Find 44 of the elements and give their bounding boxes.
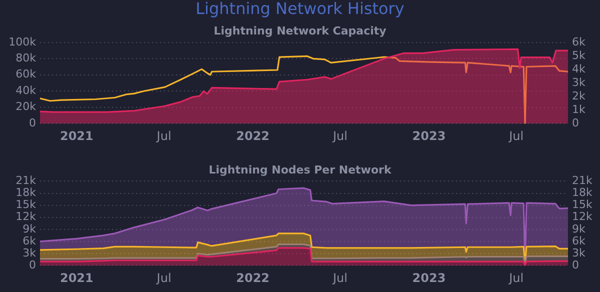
y2-tick-label: 18k xyxy=(572,186,593,200)
y2-tick-label: 2k xyxy=(572,89,586,102)
x-tick-label: 2022 xyxy=(236,270,270,285)
x-tick-label: 2021 xyxy=(60,270,94,285)
y-tick-label: 18k xyxy=(16,186,37,200)
chart-title: Lightning Nodes Per Network xyxy=(208,163,392,176)
y-tick-label: 15k xyxy=(16,198,37,212)
y2-tick-label: 6k xyxy=(572,234,586,248)
x-tick-label: Jul xyxy=(508,270,524,285)
y-tick-label: 80k xyxy=(16,52,37,64)
y-tick-label: 6k xyxy=(22,234,37,248)
y-tick-label: 60k xyxy=(16,68,37,81)
x-tick-label: Jul xyxy=(332,270,348,285)
y-tick-label: 40k xyxy=(16,84,37,97)
y2-tick-label: 5k xyxy=(572,48,586,62)
x-tick-label: Jul xyxy=(156,128,172,143)
x-tick-label: Jul xyxy=(332,128,348,143)
x-tick-label: 2022 xyxy=(236,128,270,143)
y2-tick-label: 15k xyxy=(572,198,593,212)
y-tick-label: 100k xyxy=(8,35,37,48)
y2-tick-label: 6k xyxy=(572,35,586,48)
y-tick-label: 9k xyxy=(22,222,37,236)
y2-tick-label: 3k xyxy=(572,76,586,89)
chart-subtitle: Lightning Network Capacity xyxy=(214,24,386,38)
y2-tick-label: 9k xyxy=(572,222,586,236)
y-tick-label: 0 xyxy=(29,116,36,130)
y2-tick-label: 3k xyxy=(572,246,586,260)
x-tick-label: Jul xyxy=(508,128,524,143)
y-tick-label: 12k xyxy=(16,210,37,224)
y-tick-label: 21k xyxy=(16,174,37,188)
x-tick-label: 2023 xyxy=(412,128,446,143)
x-tick-label: Jul xyxy=(156,270,172,285)
x-tick-label: 2023 xyxy=(412,270,446,285)
y2-tick-label: 1k xyxy=(572,102,586,116)
y-tick-label: 0 xyxy=(29,258,36,272)
y2-tick-label: 0 xyxy=(572,116,579,130)
y2-tick-label: 21k xyxy=(572,174,593,188)
y2-tick-label: 0 xyxy=(572,258,579,272)
y-tick-label: 20k xyxy=(16,100,37,114)
y2-tick-label: 12k xyxy=(572,210,593,224)
x-tick-label: 2021 xyxy=(60,128,94,143)
y2-tick-label: 4k xyxy=(572,62,586,76)
y-tick-label: 3k xyxy=(22,246,37,260)
chart-title: Lightning Network History xyxy=(196,0,404,18)
